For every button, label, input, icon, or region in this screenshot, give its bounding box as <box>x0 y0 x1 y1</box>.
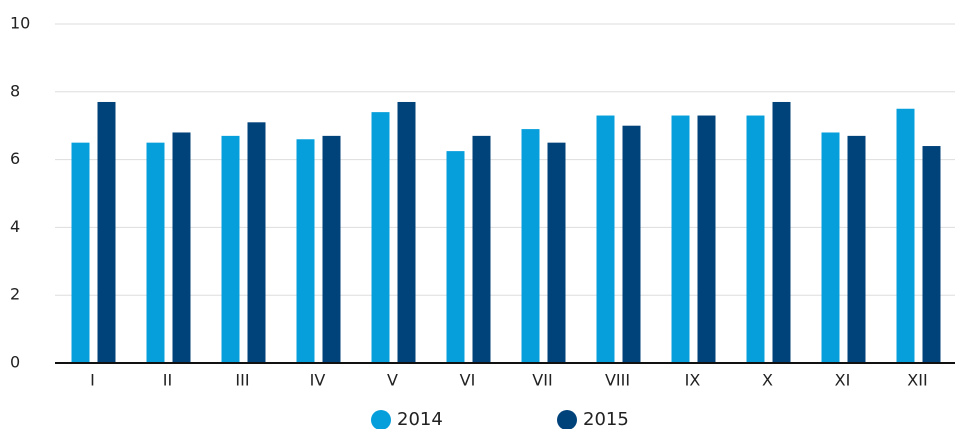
bar <box>596 115 615 363</box>
bar <box>221 135 240 363</box>
x-tick-label: IX <box>685 371 701 390</box>
bar <box>746 115 765 363</box>
legend-swatch <box>557 410 577 429</box>
x-tick-label: XI <box>835 371 851 390</box>
y-tick-label: 2 <box>10 285 20 304</box>
bar <box>472 135 491 363</box>
y-tick-label: 10 <box>10 14 30 33</box>
bar <box>547 142 566 363</box>
bar <box>97 101 116 363</box>
x-tick-label: VI <box>460 371 476 390</box>
bar <box>896 108 915 363</box>
bar <box>521 129 540 363</box>
y-tick-label: 6 <box>10 149 20 168</box>
bar <box>671 115 690 363</box>
legend-label: 2015 <box>583 409 629 429</box>
x-tick-label: I <box>90 371 95 390</box>
bar <box>922 146 941 363</box>
legend-label: 2014 <box>397 409 443 429</box>
x-tick-label: VIII <box>605 371 630 390</box>
x-tick-label: II <box>163 371 172 390</box>
x-tick-label: III <box>235 371 249 390</box>
bar <box>247 122 266 363</box>
bar <box>172 132 191 363</box>
bar <box>322 135 341 363</box>
bar <box>371 112 390 363</box>
x-tick-label: V <box>387 371 398 390</box>
bar <box>146 142 165 363</box>
y-tick-label: 4 <box>10 217 20 236</box>
bar <box>446 151 465 363</box>
bar <box>296 139 315 363</box>
bar <box>772 101 791 363</box>
x-tick-label: XII <box>907 371 927 390</box>
x-tick-label: X <box>762 371 773 390</box>
bar <box>397 101 416 363</box>
legend-swatch <box>371 410 391 429</box>
x-tick-label: IV <box>310 371 326 390</box>
bar <box>847 135 866 363</box>
y-tick-label: 0 <box>10 353 20 372</box>
x-tick-label: VII <box>532 371 552 390</box>
y-tick-label: 8 <box>10 81 20 100</box>
bar <box>71 142 90 363</box>
bar <box>622 125 641 363</box>
bar <box>821 132 840 363</box>
bar <box>697 115 716 363</box>
